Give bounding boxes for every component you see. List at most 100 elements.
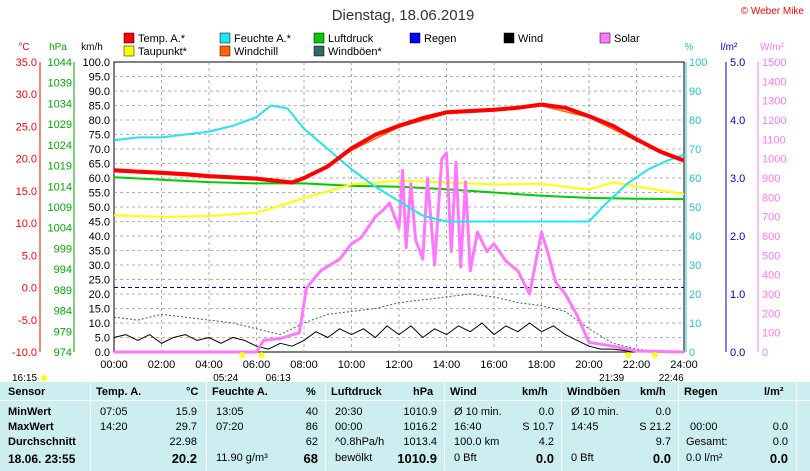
wind-distance: 100.0 km	[454, 436, 500, 448]
temp-max-value: 29.7	[175, 421, 197, 433]
solar-tick-1100: 1100	[762, 134, 786, 146]
legend-label-windb-en: Windböen*	[328, 46, 383, 58]
wind-tick-85-0: 85.0	[89, 101, 110, 113]
gust-max-value: S 21.2	[639, 421, 671, 433]
humidity-max-value: 86	[305, 421, 318, 433]
x-tick-16-00: 16:00	[480, 359, 508, 371]
solar-tick-600: 600	[762, 231, 780, 243]
wind-tick-40-0: 40.0	[89, 231, 110, 243]
solar-tick-0: 0	[762, 347, 768, 359]
solar-tick-300: 300	[762, 289, 780, 301]
x-tick-00-00: 00:00	[100, 359, 128, 371]
chart-title: Dienstag, 18.06.2019	[332, 7, 475, 24]
solar-tick-100: 100	[762, 328, 780, 340]
wind-min-label: Ø 10 min.	[454, 406, 502, 418]
pressure-min-time: 20:30	[335, 406, 363, 418]
temp-tick-0-0: 0.0	[22, 283, 37, 295]
humidity-avg-value: 62	[305, 436, 318, 448]
pressure-max-time: 00:00	[335, 421, 363, 433]
wind-tick-70-0: 70.0	[89, 144, 110, 156]
temp-avg-value: 22.98	[169, 436, 197, 448]
humidity-tick-80: 80	[689, 115, 701, 127]
sun-icon	[41, 375, 47, 381]
wind-current-value: 0.0	[535, 451, 554, 466]
pressure-tick-974: 974	[54, 347, 72, 359]
pressure-tick-1034: 1034	[48, 98, 72, 110]
legend: Temp. A.* Feuchte A.* Luftdruck Regen Wind So…	[123, 32, 640, 58]
pressure-tick-1019: 1019	[48, 161, 72, 173]
rain-axis-unit: l/m²	[721, 42, 738, 53]
wind-tick-60-0: 60.0	[89, 173, 110, 185]
header-temp: Temp. A.	[96, 386, 142, 398]
weather-chart: Dienstag, 18.06.2019 © Weber Mike Temp. …	[12, 6, 805, 382]
x-tick-24-00: 24:00	[670, 359, 698, 371]
sunset-sun-icon	[625, 352, 632, 358]
wind-tick-80-0: 80.0	[89, 115, 110, 127]
legend-swatch-taupunkt	[123, 45, 135, 57]
series-group	[113, 102, 685, 354]
wind-avg-value: 4.2	[538, 436, 554, 448]
sunset-label: 21:39	[599, 373, 624, 382]
rain-tick-1-0: 1.0	[730, 289, 745, 301]
humidity-axis-unit: %	[685, 42, 694, 53]
pressure-current-value: 1010.9	[397, 451, 437, 466]
legend-swatch-feuchte-a	[219, 32, 231, 44]
wind-tick-30-0: 30.0	[89, 260, 110, 272]
pressure-tick-999: 999	[54, 243, 72, 255]
x-tick-08-00: 08:00	[290, 359, 318, 371]
wind-tick-45-0: 45.0	[89, 217, 110, 229]
rain-total-value: 0.0	[772, 436, 788, 448]
legend-label-luftdruck: Luftdruck	[328, 33, 374, 45]
legend-label-feuchte-a: Feuchte A.*	[234, 33, 292, 45]
solar-tick-800: 800	[762, 192, 780, 204]
humidity-min-time: 13:05	[216, 406, 244, 418]
humidity-min-value: 40	[305, 406, 318, 418]
wind-min-value: 0.0	[538, 406, 554, 418]
temp-tick-10-0: -10.0	[12, 347, 37, 359]
gust-avg-value: 9.7	[655, 436, 671, 448]
legend-label-wind: Wind	[518, 33, 543, 45]
series-line-temp-a	[113, 102, 685, 185]
solar-axis-unit: W/m²	[760, 42, 785, 53]
humidity-tick-30: 30	[689, 260, 701, 272]
humidity-tick-10: 10	[689, 318, 701, 330]
wind-tick-55-0: 55.0	[89, 188, 110, 200]
x-tick-20-00: 20:00	[575, 359, 603, 371]
rain-current-value: 0.0	[769, 451, 788, 466]
pressure-min-value: 1010.9	[403, 406, 437, 418]
row-label-current: 18.06. 23:55	[8, 452, 76, 466]
pressure-tick-1029: 1029	[48, 119, 72, 131]
header-humidity: Feuchte A.	[212, 386, 268, 398]
solar-tick-1000: 1000	[762, 154, 786, 166]
rain-tick-0-0: 0.0	[730, 347, 745, 359]
gust-min-label: Ø 10 min.	[571, 406, 619, 418]
wind-tick-90-0: 90.0	[89, 86, 110, 98]
temp-tick-5-0: -5.0	[18, 315, 37, 327]
pressure-axis-unit: hPa	[49, 42, 67, 53]
temp-tick-35-0: 35.0	[16, 57, 37, 69]
civil-dusk-sun-icon	[651, 352, 658, 358]
solar-tick-1200: 1200	[762, 115, 786, 127]
header-gust: Windböen	[567, 386, 621, 398]
sunrise-sun-icon	[239, 352, 246, 358]
legend-label-windchill: Windchill	[234, 46, 278, 58]
pressure-max-value: 1016.2	[403, 421, 437, 433]
legend-swatch-windchill	[219, 45, 231, 57]
rain-max-value: 0.0	[772, 421, 788, 433]
humidity-absolute: 11.90 g/m³	[216, 452, 268, 464]
pressure-tick-979: 979	[54, 326, 72, 338]
header-sensor: Sensor	[8, 386, 46, 398]
rain-tick-5-0: 5.0	[730, 57, 745, 69]
humidity-tick-90: 90	[689, 86, 701, 98]
sunrise-label: 05:24	[213, 373, 238, 382]
solar-tick-900: 900	[762, 173, 780, 185]
wind-max-time: 16:40	[454, 421, 482, 433]
pressure-tick-1014: 1014	[48, 181, 72, 193]
wind-tick-35-0: 35.0	[89, 246, 110, 258]
temp-tick-10-0: 10.0	[16, 218, 37, 230]
x-tick-18-00: 18:00	[528, 359, 556, 371]
header-gust-unit: km/h	[640, 386, 666, 398]
row-label-min: MinWert	[8, 406, 52, 418]
solar-tick-1500: 1500	[762, 57, 786, 69]
legend-label-solar: Solar	[614, 33, 640, 45]
